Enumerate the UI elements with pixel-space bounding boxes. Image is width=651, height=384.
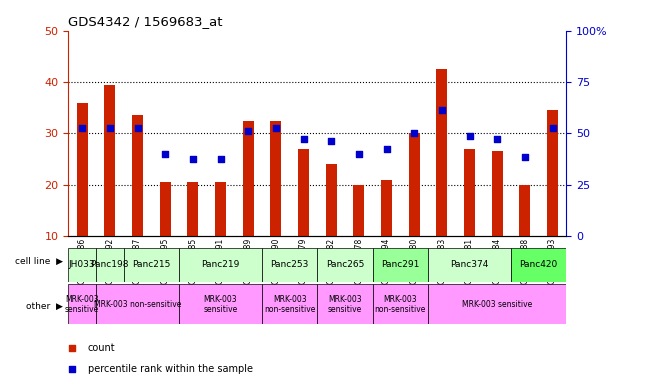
Text: Panc374: Panc374 — [450, 260, 489, 270]
Point — [409, 130, 419, 136]
Text: percentile rank within the sample: percentile rank within the sample — [88, 364, 253, 374]
Point — [132, 125, 143, 131]
Bar — [77, 103, 88, 236]
Point — [492, 136, 503, 142]
Bar — [270, 121, 281, 236]
Bar — [215, 182, 226, 236]
FancyBboxPatch shape — [96, 284, 179, 324]
Text: count: count — [88, 343, 115, 353]
Text: MRK-003
non-sensitive: MRK-003 non-sensitive — [264, 295, 315, 314]
Point — [437, 107, 447, 113]
Text: Panc198: Panc198 — [90, 260, 129, 270]
Bar — [326, 164, 337, 236]
Bar — [243, 121, 254, 236]
Point — [67, 366, 77, 372]
FancyBboxPatch shape — [262, 248, 317, 282]
Bar — [464, 149, 475, 236]
Point — [519, 154, 530, 160]
FancyBboxPatch shape — [179, 248, 262, 282]
FancyBboxPatch shape — [372, 284, 428, 324]
Point — [215, 156, 226, 162]
FancyBboxPatch shape — [317, 248, 372, 282]
Bar — [436, 69, 447, 236]
Bar — [492, 151, 503, 236]
Text: MRK-003
sensitive: MRK-003 sensitive — [328, 295, 362, 314]
FancyBboxPatch shape — [68, 248, 96, 282]
Text: JH033: JH033 — [69, 260, 96, 270]
Text: GDS4342 / 1569683_at: GDS4342 / 1569683_at — [68, 15, 223, 28]
Bar — [187, 182, 199, 236]
Bar — [132, 116, 143, 236]
Point — [67, 344, 77, 351]
Text: MRK-003
sensitive: MRK-003 sensitive — [65, 295, 100, 314]
Text: MRK-003 sensitive: MRK-003 sensitive — [462, 300, 533, 309]
Text: MRK-003
sensitive: MRK-003 sensitive — [203, 295, 238, 314]
Point — [105, 125, 115, 131]
Text: Panc420: Panc420 — [519, 260, 558, 270]
FancyBboxPatch shape — [96, 248, 124, 282]
Bar — [381, 180, 392, 236]
Text: Panc291: Panc291 — [381, 260, 419, 270]
Point — [464, 133, 475, 139]
Text: other  ▶: other ▶ — [26, 302, 63, 311]
Point — [271, 125, 281, 131]
Point — [353, 151, 364, 157]
Text: Panc219: Panc219 — [201, 260, 240, 270]
FancyBboxPatch shape — [124, 248, 179, 282]
Text: MRK-003
non-sensitive: MRK-003 non-sensitive — [375, 295, 426, 314]
Text: Panc215: Panc215 — [132, 260, 171, 270]
Bar — [298, 149, 309, 236]
FancyBboxPatch shape — [68, 284, 96, 324]
Bar — [104, 84, 115, 236]
FancyBboxPatch shape — [511, 248, 566, 282]
Point — [243, 128, 253, 134]
Bar — [547, 110, 558, 236]
FancyBboxPatch shape — [428, 284, 566, 324]
FancyBboxPatch shape — [179, 284, 262, 324]
Point — [187, 156, 198, 162]
Point — [298, 136, 309, 142]
Bar — [409, 133, 420, 236]
FancyBboxPatch shape — [262, 284, 317, 324]
Point — [381, 146, 392, 152]
Bar — [159, 182, 171, 236]
Text: Panc265: Panc265 — [326, 260, 364, 270]
Text: Panc253: Panc253 — [271, 260, 309, 270]
Point — [77, 125, 87, 131]
FancyBboxPatch shape — [372, 248, 428, 282]
FancyBboxPatch shape — [317, 284, 372, 324]
Text: MRK-003 non-sensitive: MRK-003 non-sensitive — [94, 300, 181, 309]
Bar — [353, 185, 365, 236]
Point — [326, 138, 337, 144]
FancyBboxPatch shape — [428, 248, 511, 282]
Point — [160, 151, 171, 157]
Text: cell line  ▶: cell line ▶ — [15, 257, 63, 266]
Bar — [519, 185, 531, 236]
Point — [547, 125, 558, 131]
